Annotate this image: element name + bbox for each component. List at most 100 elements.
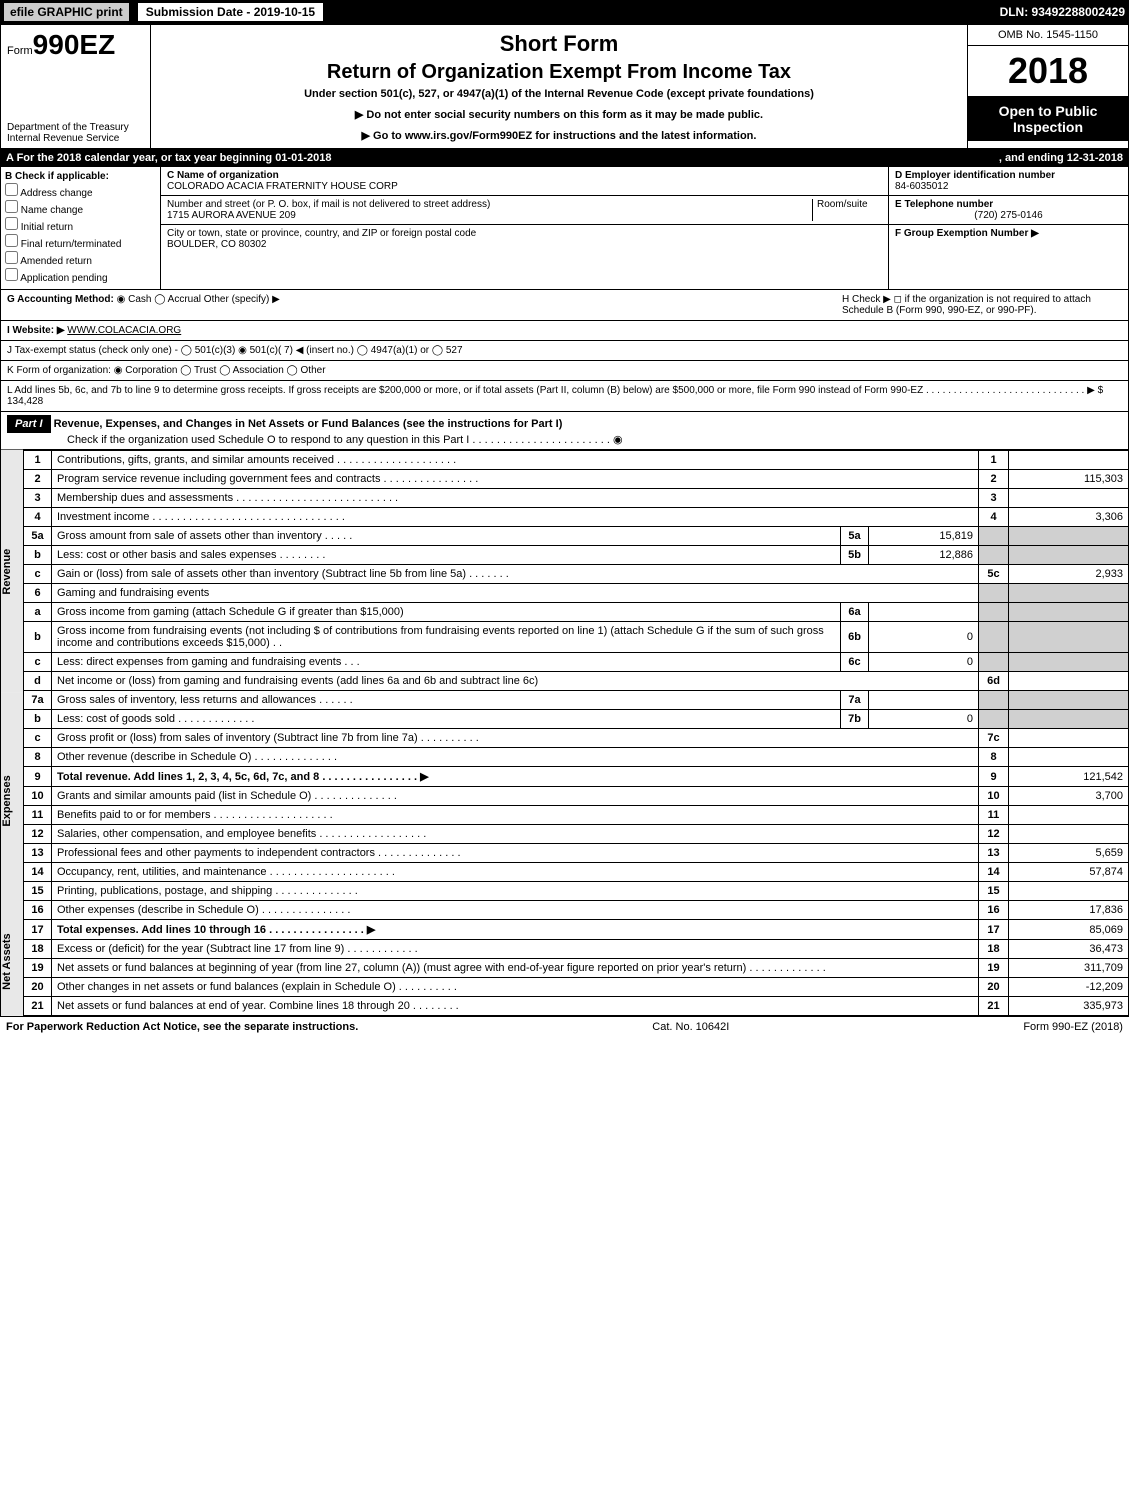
line-13-col: 13 bbox=[979, 844, 1009, 863]
line-7a-sub: 7a bbox=[841, 691, 869, 710]
line-6a-sub: 6a bbox=[841, 603, 869, 622]
line-6a-desc: Gross income from gaming (attach Schedul… bbox=[52, 603, 841, 622]
checkbox-address-change-input[interactable] bbox=[5, 183, 18, 196]
line-7b-col-shade bbox=[979, 710, 1009, 729]
main-grid: Revenue Expenses Net Assets 1Contributio… bbox=[0, 450, 1129, 1016]
checkbox-amended-return-input[interactable] bbox=[5, 251, 18, 264]
checkbox-initial-return-input[interactable] bbox=[5, 217, 18, 230]
line-5c-desc: Gain or (loss) from sale of assets other… bbox=[52, 565, 979, 584]
line-7a-no: 7a bbox=[24, 691, 52, 710]
line-7b: bLess: cost of goods sold . . . . . . . … bbox=[24, 710, 1129, 729]
accounting-method-options[interactable]: ◉ Cash ◯ Accrual Other (specify) ▶ bbox=[117, 294, 280, 305]
line-17-desc: Total expenses. Add lines 10 through 16 … bbox=[52, 920, 979, 940]
line-5b-sub: 5b bbox=[841, 546, 869, 565]
line-1-val bbox=[1009, 451, 1129, 470]
line-19-col: 19 bbox=[979, 959, 1009, 978]
form-reference: Form 990-EZ (2018) bbox=[1023, 1021, 1123, 1033]
room-suite-label: Room/suite bbox=[812, 199, 882, 221]
line-19-desc: Net assets or fund balances at beginning… bbox=[52, 959, 979, 978]
line-5a: 5aGross amount from sale of assets other… bbox=[24, 527, 1129, 546]
line-6-val-shade bbox=[1009, 584, 1129, 603]
line-4: 4Investment income . . . . . . . . . . .… bbox=[24, 508, 1129, 527]
line-5a-val-shade bbox=[1009, 527, 1129, 546]
checkbox-final-return[interactable]: Final return/terminated bbox=[5, 234, 156, 250]
checkbox-application-pending[interactable]: Application pending bbox=[5, 268, 156, 284]
line-8-desc: Other revenue (describe in Schedule O) .… bbox=[52, 748, 979, 767]
line-9-col: 9 bbox=[979, 767, 1009, 787]
website-value[interactable]: WWW.COLACACIA.ORG bbox=[67, 325, 181, 336]
checkbox-address-change[interactable]: Address change bbox=[5, 183, 156, 199]
line-10-desc: Grants and similar amounts paid (list in… bbox=[52, 787, 979, 806]
checkbox-name-change-input[interactable] bbox=[5, 200, 18, 213]
line-8-val bbox=[1009, 748, 1129, 767]
checkbox-application-pending-input[interactable] bbox=[5, 268, 18, 281]
street-value: 1715 AURORA AVENUE 209 bbox=[167, 210, 296, 221]
line-21: 21Net assets or fund balances at end of … bbox=[24, 997, 1129, 1016]
checkbox-amended-return[interactable]: Amended return bbox=[5, 251, 156, 267]
line-4-no: 4 bbox=[24, 508, 52, 527]
phone-label: E Telephone number bbox=[895, 199, 1122, 210]
line-20-val: -12,209 bbox=[1009, 978, 1129, 997]
check-if-applicable: B Check if applicable: bbox=[5, 171, 156, 182]
opt-initial-return: Initial return bbox=[21, 222, 73, 233]
line-6a-subval bbox=[869, 603, 979, 622]
line-6d-desc: Net income or (loss) from gaming and fun… bbox=[52, 672, 979, 691]
line-11-desc: Benefits paid to or for members . . . . … bbox=[52, 806, 979, 825]
open-public-inspection: Open to Public Inspection bbox=[968, 97, 1128, 141]
section-c: C Name of organization COLORADO ACACIA F… bbox=[161, 167, 888, 289]
row-gh: G Accounting Method: ◉ Cash ◯ Accrual Ot… bbox=[0, 290, 1129, 321]
line-5b-col-shade bbox=[979, 546, 1009, 565]
line-10-val: 3,700 bbox=[1009, 787, 1129, 806]
line-3-col: 3 bbox=[979, 489, 1009, 508]
line-2: 2Program service revenue including gover… bbox=[24, 470, 1129, 489]
line-5a-col-shade bbox=[979, 527, 1009, 546]
row-k-form-organization[interactable]: K Form of organization: ◉ Corporation ◯ … bbox=[0, 361, 1129, 381]
line-16-no: 16 bbox=[24, 901, 52, 920]
checkbox-final-return-input[interactable] bbox=[5, 234, 18, 247]
line-6b: bGross income from fundraising events (n… bbox=[24, 622, 1129, 653]
h-check-schedule-b[interactable]: H Check ▶ ◻ if the organization is not r… bbox=[842, 294, 1122, 316]
line-21-no: 21 bbox=[24, 997, 52, 1016]
part1-check-note[interactable]: Check if the organization used Schedule … bbox=[67, 434, 623, 446]
line-7c-desc: Gross profit or (loss) from sales of inv… bbox=[52, 729, 979, 748]
line-14-desc: Occupancy, rent, utilities, and maintena… bbox=[52, 863, 979, 882]
line-9-desc: Total revenue. Add lines 1, 2, 3, 4, 5c,… bbox=[52, 767, 979, 787]
line-14-col: 14 bbox=[979, 863, 1009, 882]
line-6d: dNet income or (loss) from gaming and fu… bbox=[24, 672, 1129, 691]
side-label-expenses: Expenses bbox=[1, 693, 23, 909]
line-7a-desc: Gross sales of inventory, less returns a… bbox=[52, 691, 841, 710]
org-name-value: COLORADO ACACIA FRATERNITY HOUSE CORP bbox=[167, 181, 882, 192]
line-6c: cLess: direct expenses from gaming and f… bbox=[24, 653, 1129, 672]
line-18-col: 18 bbox=[979, 940, 1009, 959]
section-bcd: B Check if applicable: Address change Na… bbox=[0, 167, 1129, 290]
line-13: 13Professional fees and other payments t… bbox=[24, 844, 1129, 863]
irs-label: Internal Revenue Service bbox=[7, 133, 144, 144]
line-6b-desc: Gross income from fundraising events (no… bbox=[52, 622, 841, 653]
ein-label: D Employer identification number bbox=[895, 170, 1122, 181]
goto-notice[interactable]: ▶ Go to www.irs.gov/Form990EZ for instru… bbox=[157, 129, 961, 142]
line-7b-sub: 7b bbox=[841, 710, 869, 729]
part1-label: Part I bbox=[7, 415, 51, 433]
omb-number: OMB No. 1545-1150 bbox=[968, 25, 1128, 46]
line-11-col: 11 bbox=[979, 806, 1009, 825]
line-15: 15Printing, publications, postage, and s… bbox=[24, 882, 1129, 901]
line-5b-desc: Less: cost or other basis and sales expe… bbox=[52, 546, 841, 565]
line-2-desc: Program service revenue including govern… bbox=[52, 470, 979, 489]
ein-value: 84-6035012 bbox=[895, 181, 1122, 192]
line-12-no: 12 bbox=[24, 825, 52, 844]
line-1: 1Contributions, gifts, grants, and simil… bbox=[24, 451, 1129, 470]
line-6: 6Gaming and fundraising events bbox=[24, 584, 1129, 603]
website-label: I Website: ▶ bbox=[7, 325, 65, 336]
line-16-col: 16 bbox=[979, 901, 1009, 920]
line-15-no: 15 bbox=[24, 882, 52, 901]
checkbox-name-change[interactable]: Name change bbox=[5, 200, 156, 216]
opt-address-change: Address change bbox=[20, 188, 92, 199]
line-17-val: 85,069 bbox=[1009, 920, 1129, 940]
row-j-tax-exempt[interactable]: J Tax-exempt status (check only one) - ◯… bbox=[0, 341, 1129, 361]
line-21-desc: Net assets or fund balances at end of ye… bbox=[52, 997, 979, 1016]
checkbox-initial-return[interactable]: Initial return bbox=[5, 217, 156, 233]
line-2-no: 2 bbox=[24, 470, 52, 489]
section-b: B Check if applicable: Address change Na… bbox=[1, 167, 161, 289]
efile-graphic-print[interactable]: efile GRAPHIC print bbox=[4, 3, 129, 21]
street-label: Number and street (or P. O. box, if mail… bbox=[167, 199, 490, 210]
